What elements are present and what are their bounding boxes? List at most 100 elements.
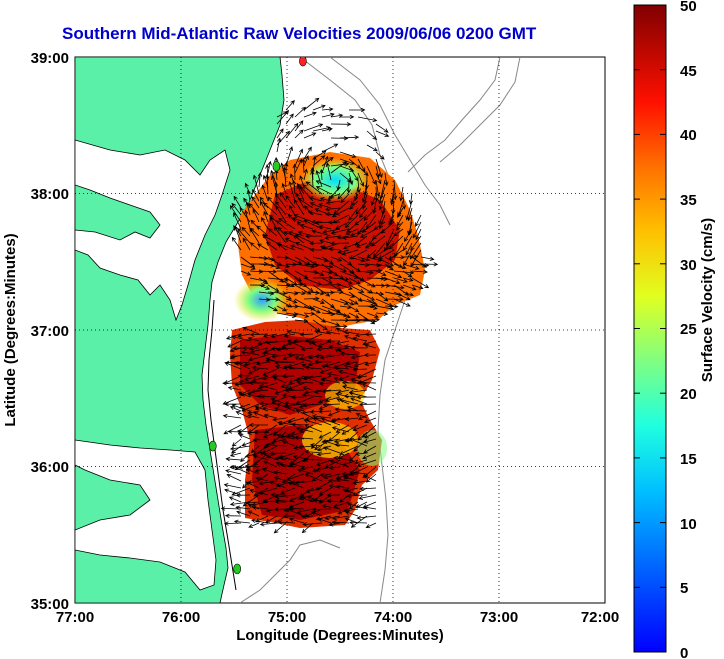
- velocity-arrow: [355, 200, 368, 215]
- velocity-arrow: [336, 398, 350, 405]
- velocity-arrow: [349, 438, 368, 447]
- velocity-arrow: [265, 358, 287, 363]
- velocity-arrow: [375, 270, 387, 276]
- velocity-arrow: [294, 356, 314, 363]
- velocity-arrow: [276, 305, 287, 312]
- velocity-arrow: [286, 473, 305, 481]
- velocity-arrow: [346, 493, 368, 499]
- velocity-arrow: [252, 188, 260, 202]
- velocity-arrow: [282, 513, 296, 519]
- velocity-arrow: [355, 412, 368, 419]
- velocity-arrow: [285, 146, 293, 167]
- velocity-arrow: [328, 345, 341, 350]
- velocity-arrow: [259, 384, 278, 391]
- velocity-arrow: [274, 456, 287, 461]
- velocity-arrow: [294, 106, 307, 118]
- velocity-arrow: [317, 396, 332, 404]
- velocity-arrow: [355, 374, 368, 380]
- velocity-arrow: [349, 520, 368, 525]
- velocity-arrow: [239, 207, 251, 223]
- velocity-arrow: [366, 130, 378, 140]
- velocity-arrow: [293, 214, 314, 223]
- velocity-arrow: [300, 496, 314, 503]
- velocity-arrow: [258, 269, 278, 274]
- velocity-arrow: [283, 403, 305, 408]
- velocity-arrow: [251, 505, 269, 510]
- velocity-arrow: [303, 219, 323, 230]
- velocity-arrow: [233, 212, 242, 230]
- velocity-arrow: [348, 305, 360, 313]
- velocity-arrow: [260, 394, 278, 399]
- velocity-arrow: [331, 426, 350, 433]
- velocity-arrow: [281, 182, 287, 195]
- velocity-arrow: [304, 365, 323, 370]
- velocity-arrow: [312, 263, 334, 269]
- station-marker: [233, 563, 241, 575]
- velocity-arrow: [411, 284, 424, 290]
- velocity-arrow: [291, 179, 297, 195]
- velocity-arrow: [249, 332, 269, 337]
- velocity-arrow: [303, 111, 317, 118]
- velocity-arrow: [337, 186, 350, 200]
- velocity-arrow: [262, 368, 278, 376]
- velocity-arrow: [330, 136, 349, 141]
- velocity-arrow: [334, 407, 350, 412]
- velocity-arrow: [301, 158, 306, 174]
- velocity-arrow: [402, 291, 415, 297]
- velocity-arrow: [363, 438, 377, 444]
- velocity-arrow: [352, 480, 368, 485]
- velocity-arrow: [245, 500, 260, 505]
- velocity-arrow: [231, 438, 242, 447]
- velocity-arrow: [234, 225, 242, 244]
- velocity-arrow: [262, 333, 278, 338]
- velocity-arrow: [316, 452, 332, 457]
- velocity-arrow: [357, 262, 370, 268]
- velocity-arrow: [326, 492, 341, 498]
- velocity-arrow: [240, 263, 256, 270]
- velocity-arrow: [410, 235, 422, 251]
- velocity-arrow: [294, 263, 316, 269]
- velocity-arrow: [294, 120, 304, 132]
- velocity-arrow: [225, 456, 242, 462]
- velocity-arrow: [259, 200, 269, 216]
- velocity-arrow: [324, 396, 341, 403]
- velocity-arrow: [285, 122, 299, 139]
- colorbar-tick: 5: [680, 580, 688, 597]
- colorbar-tick: 50: [680, 0, 697, 15]
- velocity-arrow: [363, 417, 377, 424]
- velocity-arrow: [295, 396, 314, 405]
- velocity-arrow: [397, 207, 404, 218]
- velocity-arrow: [304, 205, 314, 216]
- velocity-arrow: [287, 352, 305, 357]
- velocity-arrow: [393, 263, 407, 270]
- velocity-arrow: [305, 234, 323, 239]
- velocity-arrow: [303, 168, 308, 181]
- velocity-arrow: [222, 413, 242, 419]
- velocity-arrow: [270, 438, 287, 445]
- velocity-arrow: [220, 506, 242, 511]
- velocity-arrow: [346, 179, 351, 194]
- velocity-arrow: [366, 312, 379, 318]
- velocity-arrow: [321, 277, 333, 284]
- velocity-arrow: [273, 181, 279, 202]
- velocity-arrow: [288, 180, 296, 202]
- velocity-arrow: [267, 160, 272, 174]
- velocity-arrow: [267, 196, 278, 209]
- velocity-arrow: [333, 377, 350, 384]
- velocity-arrow: [274, 494, 296, 499]
- colorbar-tick: 45: [680, 63, 697, 80]
- velocity-arrow: [262, 431, 278, 438]
- velocity-arrow: [355, 242, 368, 248]
- velocity-arrow: [251, 196, 260, 209]
- velocity-arrow: [291, 422, 305, 427]
- velocity-arrow: [325, 212, 341, 217]
- velocity-arrow: [250, 389, 269, 394]
- velocity-arrow: [312, 284, 331, 297]
- velocity-arrow: [350, 345, 368, 350]
- velocity-arrow: [392, 179, 398, 201]
- velocity-arrow: [294, 129, 304, 139]
- velocity-arrow: [285, 262, 298, 267]
- velocity-arrow: [352, 424, 368, 432]
- velocity-arrow: [363, 352, 377, 358]
- velocity-arrow: [321, 298, 335, 308]
